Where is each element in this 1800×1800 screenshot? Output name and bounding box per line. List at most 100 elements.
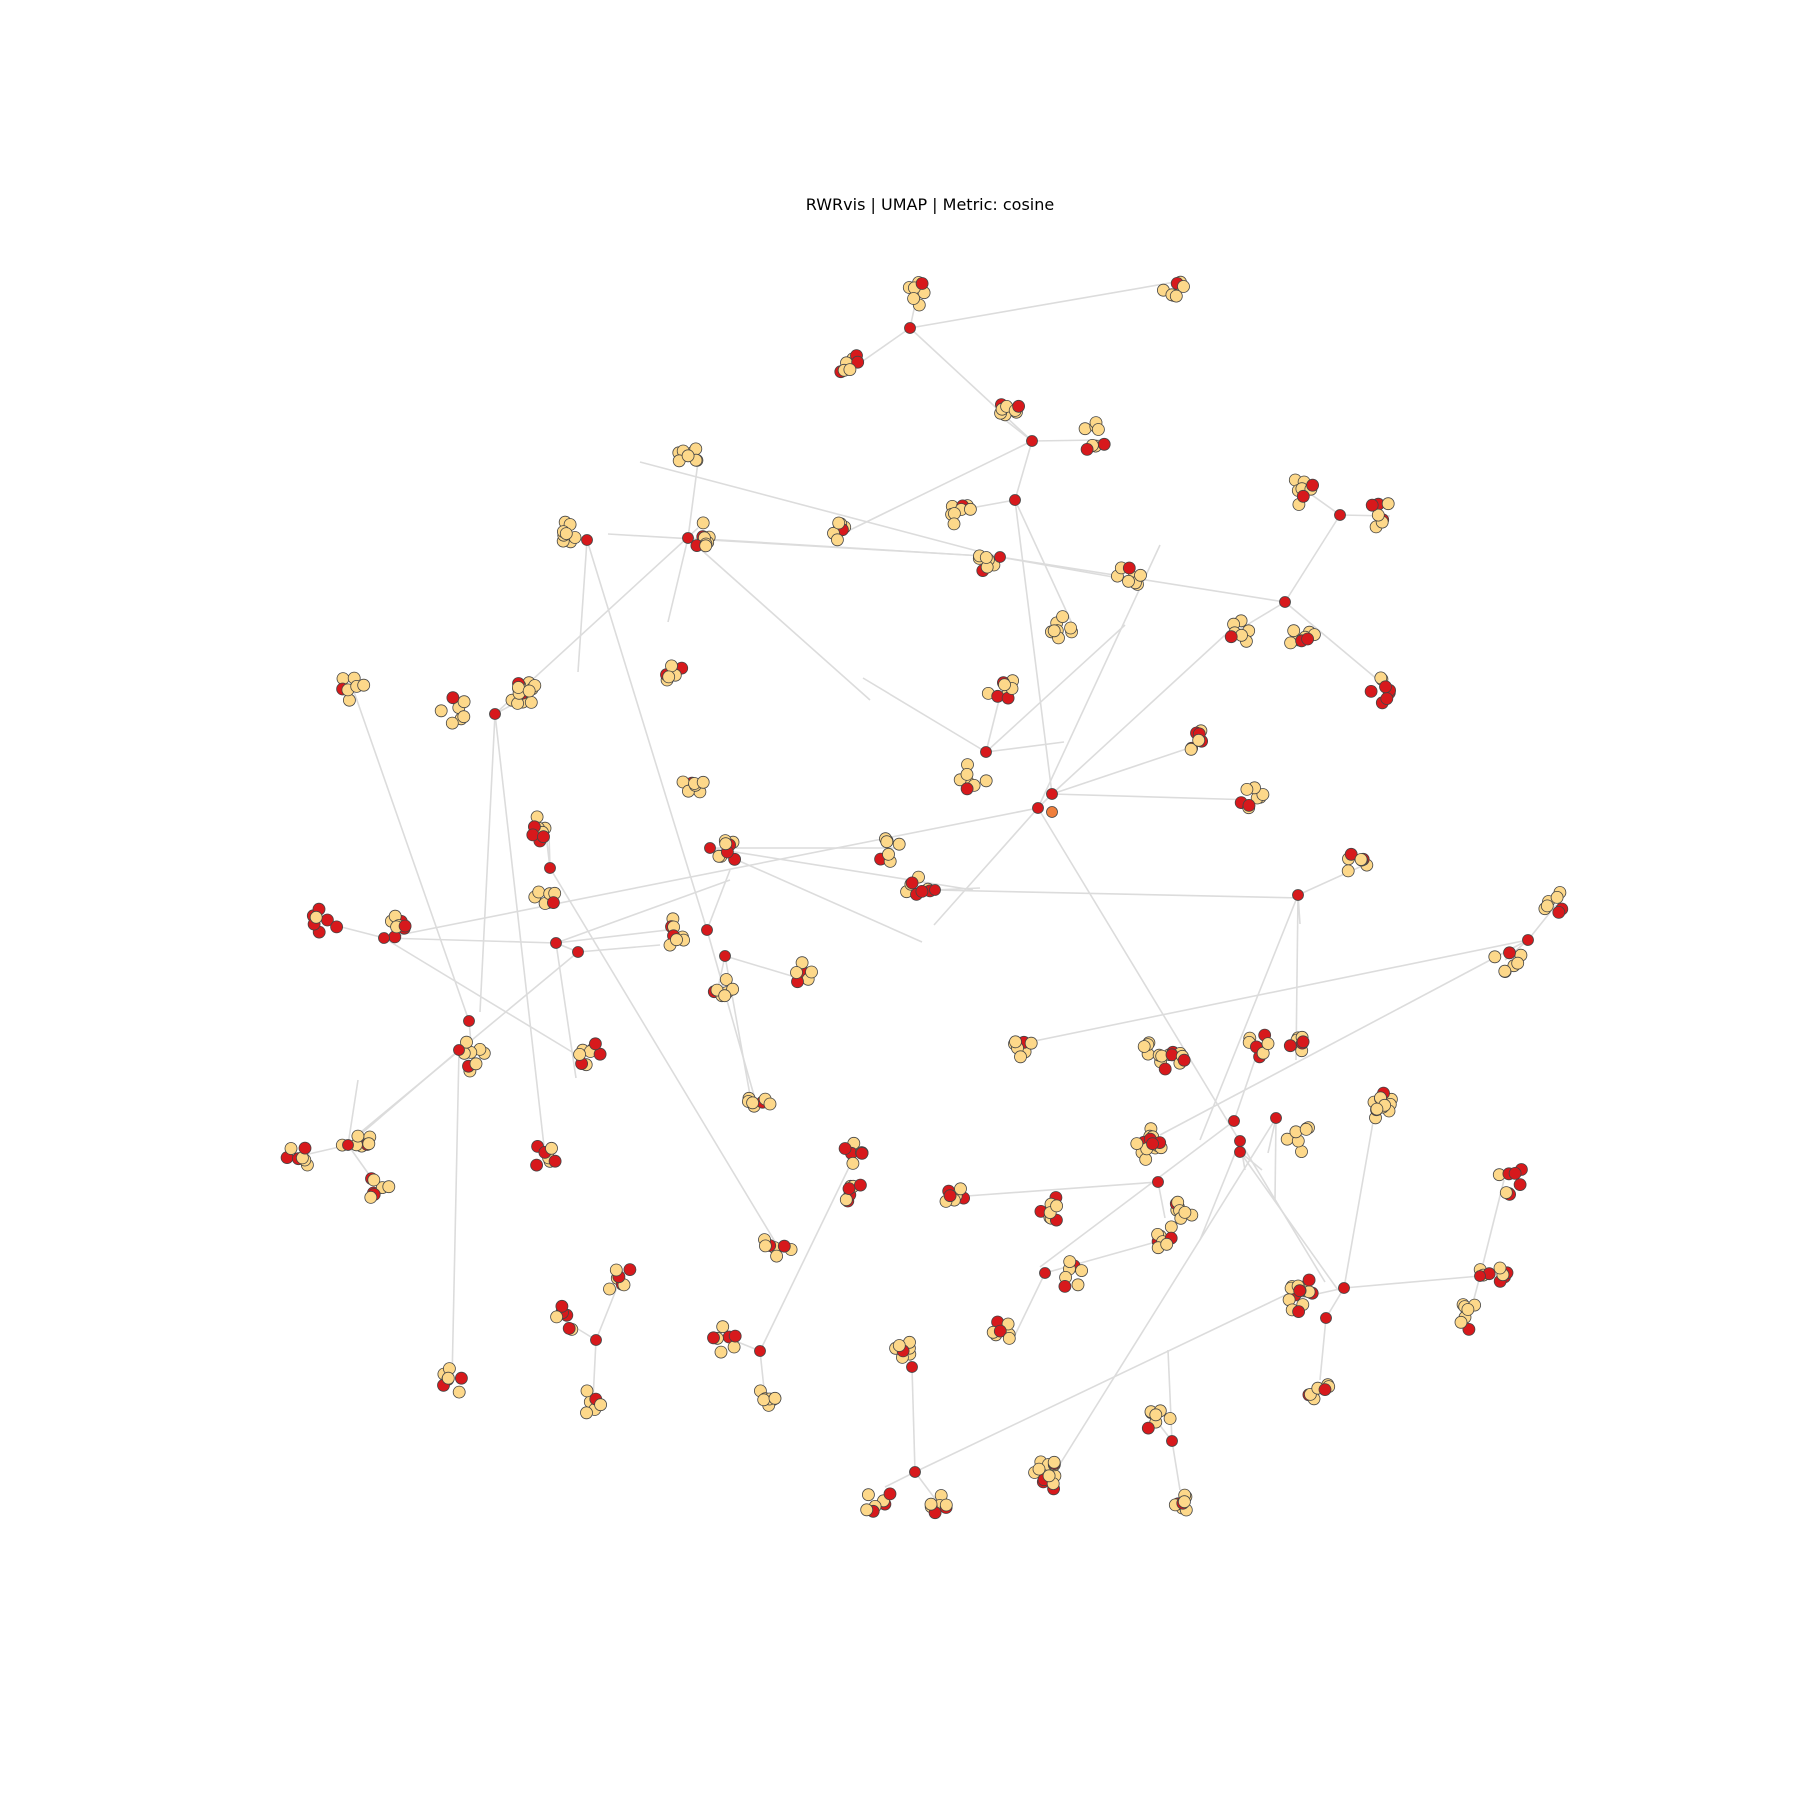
leaf-node	[522, 684, 536, 698]
leaf-node	[699, 539, 713, 553]
edge	[706, 929, 758, 1107]
leaf-node	[1146, 1137, 1159, 1151]
edge	[451, 1049, 460, 1383]
leaf-node	[309, 910, 323, 924]
edge	[1051, 634, 1226, 795]
leaf-node	[1092, 423, 1105, 436]
leaf-node	[457, 695, 471, 709]
edge	[1014, 440, 1033, 501]
leaf-node	[1058, 1280, 1072, 1293]
edge	[849, 440, 1033, 531]
edge	[911, 1366, 916, 1473]
leaf-node	[915, 277, 929, 290]
leaf-node	[589, 1037, 602, 1051]
leaf-node	[530, 1158, 543, 1172]
leaf-node	[555, 1299, 569, 1313]
edge	[639, 461, 1001, 558]
edge	[479, 713, 496, 1013]
hub-node	[906, 1361, 918, 1373]
leaf-node	[547, 896, 560, 909]
leaf-node	[1014, 1050, 1027, 1064]
hub-node	[1032, 802, 1044, 814]
leaf-node	[1064, 621, 1077, 635]
hub-node	[581, 534, 593, 546]
leaf-node	[603, 1282, 616, 1296]
leaf-node	[1240, 783, 1254, 796]
leaf-node	[892, 837, 906, 851]
leaf-node	[719, 837, 733, 851]
leaf-node	[1381, 497, 1395, 511]
leaf-node	[1499, 1186, 1513, 1199]
leaf-node	[882, 847, 895, 861]
edge	[577, 944, 661, 953]
leaf-node	[1302, 1273, 1316, 1287]
edge	[1284, 601, 1391, 691]
edge	[1051, 745, 1196, 795]
leaf-node	[716, 1320, 730, 1334]
hub-node	[453, 1044, 465, 1056]
edge	[985, 624, 1126, 753]
leaf-node	[545, 1141, 558, 1155]
leaf-node	[1287, 624, 1301, 638]
leaf-node	[924, 1497, 938, 1511]
edge	[586, 539, 708, 931]
leaf-node	[1498, 964, 1512, 978]
edge	[1479, 1179, 1505, 1277]
leaf-node	[452, 1385, 466, 1399]
leaf-node	[351, 1129, 365, 1143]
edge	[494, 713, 546, 1156]
leaf-node	[1141, 1421, 1155, 1435]
edge	[555, 928, 677, 944]
hub-node	[489, 708, 501, 720]
edge	[1267, 1117, 1277, 1154]
edge	[1157, 1181, 1166, 1219]
leaf-node	[1080, 442, 1094, 456]
leaf-node	[1380, 692, 1394, 705]
leaf-node	[548, 1154, 562, 1168]
leaf-node	[696, 516, 710, 530]
leaf-node	[1024, 1036, 1038, 1050]
edge	[909, 281, 1176, 329]
leaf-node	[964, 502, 977, 516]
hub-node	[1474, 1270, 1486, 1282]
leaf-node	[1371, 508, 1385, 522]
leaf-node	[434, 704, 448, 718]
leaf-node	[670, 933, 683, 947]
edge	[383, 937, 557, 944]
edge	[1014, 499, 1053, 795]
leaf-node	[1552, 906, 1566, 919]
leaf-node	[696, 775, 710, 789]
edge	[347, 1079, 359, 1146]
leaf-node	[768, 1391, 782, 1405]
leaf-node	[1295, 1145, 1308, 1158]
leaf-node	[1454, 1315, 1468, 1329]
leaf-node	[1056, 610, 1069, 623]
leaf-node	[842, 1182, 856, 1195]
leaf-node	[770, 1249, 783, 1263]
leaf-node	[757, 1393, 771, 1407]
leaf-node	[851, 355, 865, 369]
leaf-node	[1318, 1383, 1332, 1396]
hub-node	[1166, 1435, 1178, 1447]
leaf-node	[594, 1398, 607, 1412]
leaf-node	[454, 1371, 468, 1385]
leaf-node	[1032, 1462, 1046, 1476]
edge	[1234, 601, 1286, 633]
leaf-node	[1242, 799, 1256, 812]
leaf-node	[1293, 1284, 1307, 1298]
leaf-node	[1050, 1199, 1063, 1213]
edge	[1171, 1440, 1181, 1491]
leaf-node	[795, 956, 809, 970]
edge	[1199, 894, 1299, 1141]
leaf-node	[460, 1035, 473, 1049]
node-layer	[280, 275, 1569, 1520]
leaf-node	[580, 1384, 594, 1398]
leaf-node	[855, 1146, 869, 1160]
hub-node	[1292, 889, 1304, 901]
hub-node	[704, 842, 716, 854]
leaf-node	[991, 689, 1005, 703]
leaf-node	[1137, 1040, 1151, 1053]
leaf-node	[746, 1096, 759, 1110]
leaf-node	[1177, 280, 1190, 293]
leaf-node	[623, 1263, 637, 1276]
